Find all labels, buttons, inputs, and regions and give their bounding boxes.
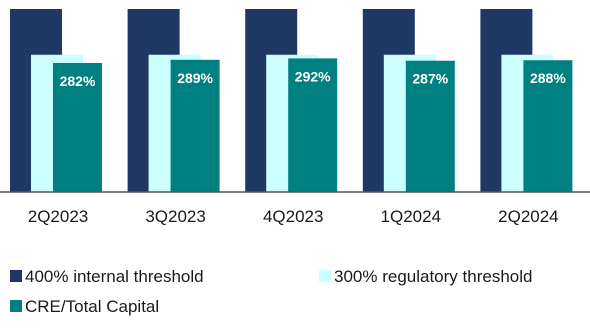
- data-label-3Q2023: 289%: [177, 70, 213, 86]
- bar-3Q2023-series-2: [170, 59, 220, 192]
- legend-label-2: CRE/Total Capital: [25, 297, 159, 316]
- data-label-4Q2023: 292%: [295, 68, 331, 84]
- data-label-2Q2023: 282%: [60, 73, 96, 89]
- x-tick-2Q2024: 2Q2024: [498, 207, 559, 226]
- legend-label-0: 400% internal threshold: [25, 267, 204, 286]
- legend-swatch-0: [10, 270, 22, 282]
- legend-label-1: 300% regulatory threshold: [334, 267, 532, 286]
- x-tick-3Q2023: 3Q2023: [145, 207, 206, 226]
- bar-4Q2023-series-2: [288, 58, 338, 192]
- data-labels-layer: 282% 289% 292% 287% 288%: [60, 68, 567, 89]
- x-tick-1Q2024: 1Q2024: [381, 207, 442, 226]
- bar-2Q2024-series-2: [523, 60, 573, 192]
- legend-swatch-2: [10, 300, 22, 312]
- legend-swatch-1: [319, 270, 331, 282]
- data-label-2Q2024: 288%: [530, 70, 566, 86]
- x-tick-4Q2023: 4Q2023: [263, 207, 324, 226]
- x-axis-ticks: 2Q2023 3Q2023 4Q2023 1Q2024 2Q2024: [28, 207, 559, 226]
- legend: 400% internal threshold 300% regulatory t…: [10, 267, 532, 316]
- bars-layer: [10, 9, 573, 193]
- bar-1Q2024-series-2: [405, 60, 455, 193]
- bar-2Q2023-series-2: [53, 62, 102, 192]
- x-tick-2Q2023: 2Q2023: [28, 207, 89, 226]
- data-label-1Q2024: 287%: [412, 71, 448, 87]
